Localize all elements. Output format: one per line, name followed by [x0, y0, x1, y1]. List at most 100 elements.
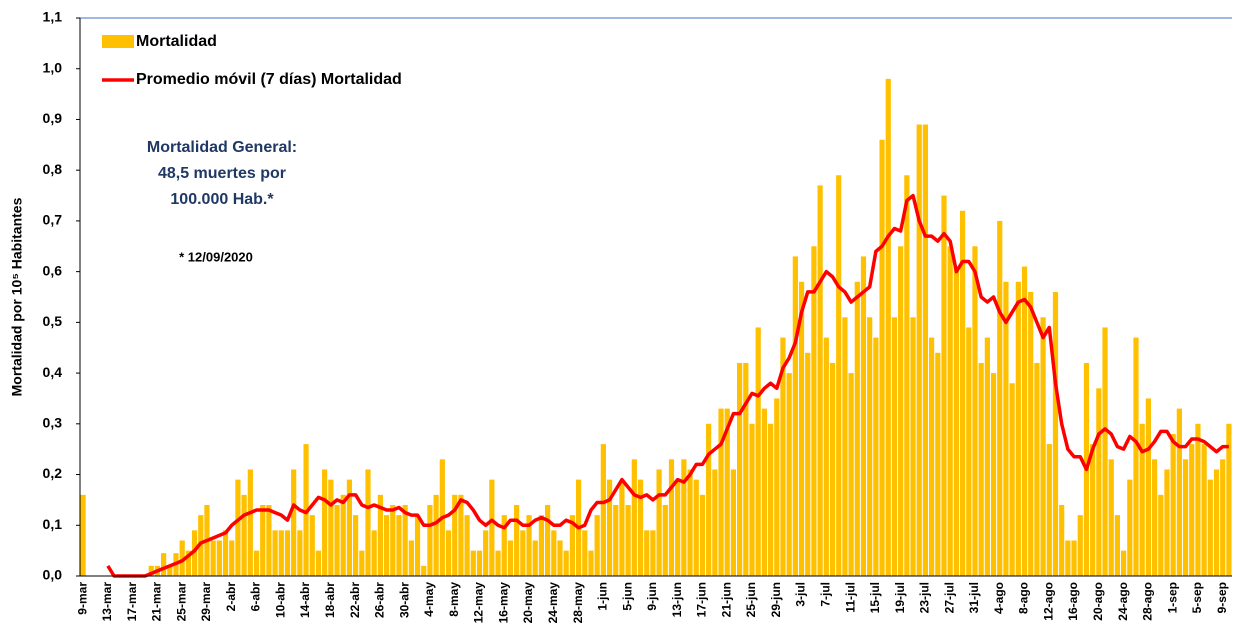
- bar: [650, 530, 656, 576]
- bar: [390, 504, 396, 576]
- bar: [161, 553, 167, 576]
- annotation: Mortalidad General:: [147, 139, 297, 156]
- x-tick-label: 1-jun: [596, 582, 610, 611]
- bar: [941, 195, 947, 576]
- bar: [501, 515, 507, 576]
- x-tick-label: 13-jun: [670, 582, 684, 617]
- bar: [1096, 388, 1102, 576]
- bar: [879, 139, 885, 576]
- bar: [873, 337, 879, 576]
- x-tick-label: 25-mar: [174, 582, 188, 622]
- x-tick-label: 8-ago: [1017, 582, 1031, 614]
- bar: [1028, 291, 1034, 576]
- bar: [743, 362, 749, 576]
- bar: [1021, 266, 1028, 576]
- bar: [1182, 459, 1189, 576]
- bar: [1077, 515, 1083, 576]
- bar: [582, 530, 588, 576]
- bar: [1226, 423, 1232, 576]
- x-tick-label: 21-mar: [150, 582, 164, 622]
- bar: [860, 256, 867, 576]
- bar: [383, 515, 390, 576]
- bar: [526, 515, 532, 576]
- y-tick-label: 1,1: [43, 9, 63, 25]
- bar: [1071, 540, 1077, 576]
- annotation: * 12/09/2020: [179, 249, 253, 264]
- x-tick-label: 16-may: [496, 582, 510, 624]
- bar: [823, 337, 829, 576]
- bar: [625, 504, 631, 576]
- bar: [359, 550, 365, 576]
- bar: [916, 124, 922, 576]
- x-tick-label: 14-abr: [298, 582, 312, 618]
- bar: [990, 373, 997, 576]
- bar: [464, 515, 470, 576]
- bar: [687, 469, 693, 576]
- x-tick-label: 23-jul: [918, 582, 932, 613]
- x-tick-label: 29-mar: [199, 582, 213, 622]
- bar: [668, 459, 675, 576]
- y-axis-label: Mortalidad por 10⁵ Habitantes: [9, 197, 25, 396]
- bar: [774, 398, 780, 576]
- x-tick-label: 20-ago: [1091, 582, 1105, 621]
- y-tick-label: 0,1: [43, 516, 63, 532]
- bar: [1151, 459, 1158, 576]
- bar: [699, 494, 706, 576]
- bar: [798, 281, 805, 576]
- bar: [1102, 327, 1108, 576]
- bar: [167, 565, 173, 576]
- bar: [1170, 433, 1176, 576]
- bar: [309, 515, 315, 576]
- bar: [1164, 469, 1170, 576]
- bar: [340, 494, 346, 576]
- y-tick-label: 1,0: [43, 59, 63, 75]
- bar: [396, 515, 402, 576]
- bar: [266, 504, 272, 576]
- x-tick-label: 29-jun: [769, 582, 783, 617]
- bar: [328, 479, 334, 576]
- bar: [545, 504, 551, 576]
- x-tick-label: 25-jun: [744, 582, 758, 617]
- x-tick-label: 12-ago: [1041, 582, 1055, 621]
- bar: [229, 540, 235, 576]
- bar: [514, 504, 520, 576]
- bar: [365, 469, 371, 576]
- bar: [476, 550, 483, 576]
- bar: [867, 317, 873, 576]
- bar: [408, 540, 414, 576]
- bar: [322, 469, 328, 576]
- y-tick-label: 0,9: [43, 110, 63, 126]
- annotation: 48,5 muertes por: [158, 165, 286, 182]
- bar: [910, 317, 916, 576]
- bar: [854, 281, 860, 576]
- x-tick-label: 11-jul: [843, 582, 857, 613]
- x-tick-label: 21-jun: [719, 582, 733, 617]
- bar: [557, 540, 563, 576]
- bar: [1059, 504, 1065, 576]
- bar: [1040, 317, 1046, 576]
- bar: [1195, 423, 1201, 576]
- bar: [619, 479, 625, 576]
- moving-average-line: [106, 193, 1229, 578]
- bar: [452, 494, 458, 576]
- x-tick-label: 13-mar: [100, 582, 114, 622]
- x-tick-label: 2-abr: [224, 582, 238, 612]
- bar: [1189, 444, 1195, 576]
- bar: [755, 327, 761, 576]
- bar: [315, 550, 322, 576]
- bar: [724, 408, 730, 576]
- bar: [997, 220, 1003, 576]
- bar: [1207, 479, 1213, 576]
- x-tick-label: 17-mar: [125, 582, 139, 622]
- bar: [749, 423, 755, 576]
- y-tick-label: 0,6: [43, 262, 63, 278]
- bar: [260, 504, 266, 576]
- bar: [947, 246, 953, 577]
- bar: [563, 550, 569, 576]
- bar: [984, 337, 990, 576]
- bar: [569, 515, 575, 576]
- annotation: 100.000 Hab.*: [170, 191, 274, 208]
- bar: [247, 469, 253, 576]
- bar: [805, 352, 811, 576]
- bar: [588, 550, 594, 576]
